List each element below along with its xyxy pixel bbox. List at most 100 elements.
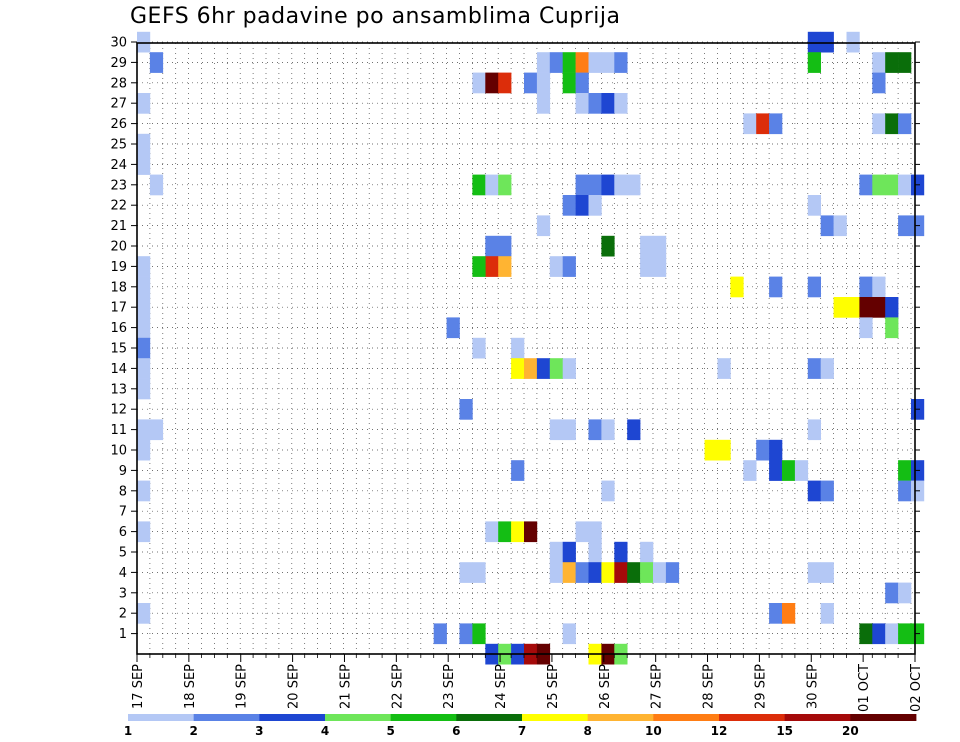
x-tick-label: 17 SEP xyxy=(131,664,146,709)
heatmap-cell xyxy=(885,52,899,73)
heatmap-cell xyxy=(640,562,654,583)
heatmap-cell xyxy=(717,358,731,379)
heatmap-cell xyxy=(794,460,809,481)
heatmap-cell xyxy=(898,623,912,645)
heatmap-cell xyxy=(820,31,834,53)
y-tick-label: 13 xyxy=(110,382,127,397)
heatmap-cell xyxy=(653,256,667,277)
y-tick-label: 26 xyxy=(110,117,127,132)
legend-label: 7 xyxy=(518,724,526,738)
heatmap-cell xyxy=(898,113,912,135)
heatmap-cell xyxy=(640,256,654,277)
y-tick-label: 20 xyxy=(110,240,127,255)
heatmap-cell xyxy=(137,603,151,624)
y-tick-label: 29 xyxy=(110,56,127,71)
x-tick-label: 20 SEP xyxy=(287,664,302,709)
heatmap-cell xyxy=(820,562,834,583)
heatmap-cell xyxy=(885,113,899,135)
heatmap-cell xyxy=(872,297,886,318)
y-tick-label: 1 xyxy=(119,627,127,642)
heatmap-cell xyxy=(846,31,860,53)
legend-label: 8 xyxy=(583,724,591,738)
heatmap-cell xyxy=(137,521,151,543)
x-tick-label: 01 OCT xyxy=(857,664,872,712)
legend-swatch xyxy=(653,714,720,721)
heatmap-cell xyxy=(820,358,834,379)
legend-label: 10 xyxy=(645,724,662,738)
heatmap-cell xyxy=(511,460,525,481)
heatmap-cell xyxy=(588,521,602,543)
heatmap-cell xyxy=(769,276,783,298)
x-tick-label: 26 SEP xyxy=(598,664,613,709)
y-tick-label: 17 xyxy=(110,301,127,316)
heatmap-cell xyxy=(872,623,886,645)
heatmap-cell xyxy=(549,541,563,563)
heatmap-cell xyxy=(640,235,654,257)
y-tick-label: 5 xyxy=(119,546,127,561)
heatmap-cell xyxy=(885,297,899,318)
heatmap-cell xyxy=(588,562,602,583)
heatmap-cell xyxy=(562,419,576,441)
heatmap-cell xyxy=(588,93,602,114)
y-tick-label: 9 xyxy=(119,464,127,479)
heatmap-cell xyxy=(588,195,602,216)
heatmap-cell xyxy=(536,52,551,73)
heatmap-cell xyxy=(588,541,602,563)
heatmap-cell xyxy=(459,562,473,583)
x-tick-label: 22 SEP xyxy=(390,664,405,709)
heatmap-cell xyxy=(756,439,770,461)
legend-label: 1 xyxy=(124,724,132,738)
y-tick-label: 10 xyxy=(110,444,127,459)
heatmap-cell xyxy=(859,623,873,645)
heatmap-cell xyxy=(562,72,576,94)
legend-label: 2 xyxy=(189,724,197,738)
legend-label: 12 xyxy=(711,724,728,738)
y-tick-label: 18 xyxy=(110,280,127,295)
heatmap-cell xyxy=(575,174,589,196)
heatmap-cell xyxy=(782,460,796,481)
heatmap-cell xyxy=(588,52,602,73)
heatmap-cell xyxy=(498,256,512,277)
y-tick-label: 15 xyxy=(110,342,127,357)
heatmap-cell xyxy=(807,276,821,298)
heatmap-cell xyxy=(536,215,551,237)
heatmap-cell xyxy=(820,603,834,624)
heatmap-cell xyxy=(562,562,576,583)
heatmap-cell xyxy=(601,93,615,114)
heatmap-cell xyxy=(627,562,641,583)
heatmap-cell xyxy=(614,93,628,114)
heatmap-cell xyxy=(137,358,151,379)
heatmap-cell xyxy=(137,317,151,339)
heatmap-cell xyxy=(898,174,912,196)
heatmap-cell xyxy=(769,113,783,135)
y-tick-label: 19 xyxy=(110,260,127,275)
y-tick-label: 23 xyxy=(110,178,127,193)
legend-swatch xyxy=(522,714,589,721)
heatmap-cell xyxy=(472,72,486,94)
heatmap-cell xyxy=(833,297,847,318)
heatmap-cell xyxy=(898,52,912,73)
heatmap-cell xyxy=(137,276,151,298)
x-tick-label: 02 OCT xyxy=(909,664,924,712)
heatmap-cell xyxy=(807,31,821,53)
heatmap-cell xyxy=(536,358,551,379)
heatmap-cell xyxy=(885,174,899,196)
legend-swatch xyxy=(193,714,260,721)
heatmap-cell xyxy=(575,93,589,114)
heatmap-cell xyxy=(137,256,151,277)
heatmap-cell xyxy=(562,358,576,379)
heatmap-cell xyxy=(498,235,512,257)
legend-swatch xyxy=(456,714,523,721)
heatmap-cell xyxy=(446,317,460,339)
heatmap-cell xyxy=(846,297,860,318)
y-tick-label: 22 xyxy=(110,199,127,214)
x-tick-label: 29 SEP xyxy=(753,664,768,709)
heatmap-cell xyxy=(536,93,551,114)
heatmap-cell xyxy=(807,195,821,216)
y-tick-label: 30 xyxy=(110,36,127,51)
plot-frame xyxy=(136,42,916,655)
heatmap-cell xyxy=(137,337,151,359)
chart-title: GEFS 6hr padavine po ansamblima Cuprija xyxy=(130,4,621,29)
heatmap-cell xyxy=(717,439,731,461)
y-tick-label: 25 xyxy=(110,138,127,153)
